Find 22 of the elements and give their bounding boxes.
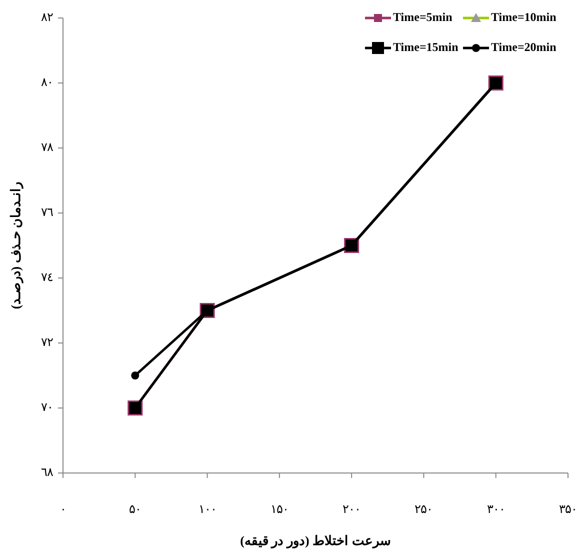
legend-label: Time=20min <box>491 40 557 54</box>
x-axis-title: سرعت اختلاط (دور در قیقه) <box>240 533 391 549</box>
y-axis-title: رانـدمان حـذف (درصـد) <box>8 182 24 310</box>
y-tick-label: ۷۸ <box>41 140 54 154</box>
y-tick-label: ۸۰ <box>41 74 53 89</box>
legend-label: Time=15min <box>393 40 459 54</box>
y-tick-label: ۷٦ <box>41 204 53 219</box>
y-tick-label: ۸۲ <box>41 10 53 24</box>
legend-label: Time=10min <box>491 10 557 24</box>
y-tick-label: ۷٤ <box>41 270 53 284</box>
y-tick-label: ۷۲ <box>41 334 53 349</box>
x-tick-label: ۱۵۰ <box>270 502 288 516</box>
x-tick-label: ۳۵۰ <box>559 502 577 516</box>
legend-label: Time=5min <box>393 10 453 24</box>
x-tick-label: ۰ <box>60 502 66 516</box>
x-tick-label: ۲۰۰ <box>342 502 361 516</box>
x-tick-label: ۳۰۰ <box>486 502 505 516</box>
x-tick-label: ۲۵۰ <box>414 502 433 516</box>
x-tick-label: ۱۰۰ <box>198 502 216 516</box>
y-tick-label: ٦۸ <box>41 464 54 479</box>
y-tick-label: ۷۰ <box>41 400 53 414</box>
x-tick-label: ۵۰ <box>129 502 142 516</box>
